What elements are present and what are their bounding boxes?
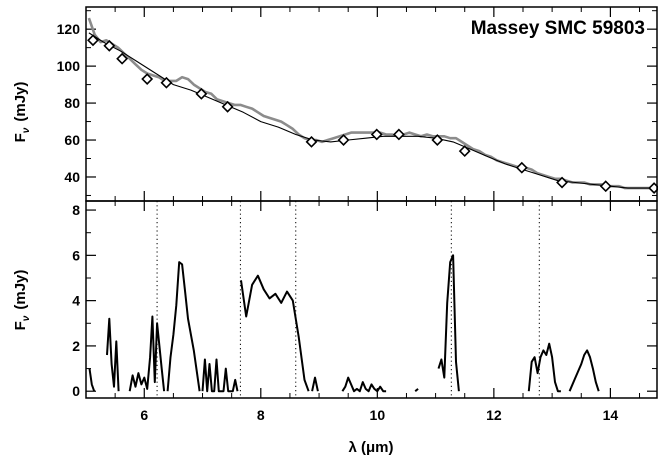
- residual-spectrum-segment: [414, 388, 419, 392]
- anchor-point-marker: [160, 76, 173, 89]
- anchor-point-marker: [141, 73, 154, 85]
- bottom-y-axis-label: Fν (mJy): [12, 270, 32, 331]
- bottom-panel-data: [88, 254, 600, 393]
- top-y-axis-label: Fν (mJy): [12, 82, 32, 143]
- top-y-tick-label: 100: [57, 58, 81, 74]
- x-axis-label: λ (μm): [348, 439, 393, 456]
- top-panel-data: [87, 17, 658, 194]
- anchor-point-marker: [431, 134, 444, 146]
- residual-spectrum-segment: [568, 349, 600, 392]
- top-panel: 40 60 80 100 120 Massey SMC 59803 Fν (mJy): [12, 6, 658, 202]
- bottom-y-tick-label: 0: [72, 383, 80, 399]
- x-tick-label: 14: [603, 407, 619, 423]
- top-y-tick-label: 40: [64, 169, 80, 185]
- residual-spectrum-segment: [527, 342, 561, 393]
- top-y-label-unit: (mJy): [12, 82, 29, 122]
- top-y-tick-label: 80: [64, 95, 80, 111]
- bottom-y-label-main: F: [12, 321, 29, 330]
- x-tick-label: 8: [257, 407, 265, 423]
- anchor-point-marker: [87, 34, 99, 47]
- anchor-point-marker: [599, 180, 612, 193]
- x-tick-label: 12: [486, 407, 502, 423]
- residual-spectrum-segment: [240, 274, 310, 392]
- anchor-point-marker: [221, 100, 234, 113]
- bottom-y-tick-label: 6: [72, 247, 80, 263]
- bottom-y-tick-label: 2: [72, 338, 80, 354]
- chart-title: Massey SMC 59803: [471, 18, 645, 39]
- top-panel-ticks: 40 60 80 100 120: [57, 7, 657, 201]
- anchor-point-marker: [556, 176, 568, 189]
- top-y-tick-label: 60: [64, 132, 80, 148]
- bottom-y-label-unit: (mJy): [12, 270, 29, 310]
- bottom-panel: 0 2 4 6 8 6 8 10 12 14 Fν (mJy) λ (μm): [12, 200, 658, 456]
- anchor-point-marker: [392, 128, 405, 141]
- bottom-y-label-sub: ν: [21, 315, 32, 321]
- residual-spectrum-segment: [311, 376, 319, 392]
- continuum-model-line: [88, 32, 655, 189]
- anchor-point-marker: [305, 135, 318, 148]
- x-tick-label: 10: [370, 407, 386, 423]
- bottom-panel-frame: [85, 200, 658, 399]
- bottom-y-tick-label: 4: [72, 293, 80, 309]
- top-y-label-main: F: [12, 133, 29, 142]
- observed-spectrum-line: [87, 17, 655, 190]
- anchor-point-marker: [116, 52, 129, 65]
- residual-spectrum-segment: [128, 315, 166, 392]
- anchor-point-marker: [103, 39, 116, 52]
- residual-spectrum-segment: [201, 358, 239, 393]
- feature-lines: [156, 201, 540, 398]
- residual-spectrum-segment: [166, 261, 201, 392]
- residual-spectrum-segment: [106, 317, 120, 392]
- bottom-panel-ticks: 0 2 4 6 8 6 8 10 12 14: [72, 201, 657, 423]
- bottom-y-tick-label: 8: [72, 202, 80, 218]
- anchor-point-marker: [515, 161, 528, 174]
- residual-spectrum-segment: [88, 368, 96, 392]
- anchor-point-marker: [458, 145, 471, 158]
- anchor-point-marker: [370, 128, 383, 141]
- residual-spectrum-segment: [437, 254, 460, 392]
- residual-spectrum-segment: [341, 376, 387, 393]
- anchor-point-marker: [337, 134, 350, 146]
- top-y-tick-label: 120: [57, 21, 81, 37]
- top-y-label-sub: ν: [21, 127, 32, 133]
- x-tick-label: 6: [140, 407, 148, 423]
- anchor-point-marker: [195, 87, 208, 100]
